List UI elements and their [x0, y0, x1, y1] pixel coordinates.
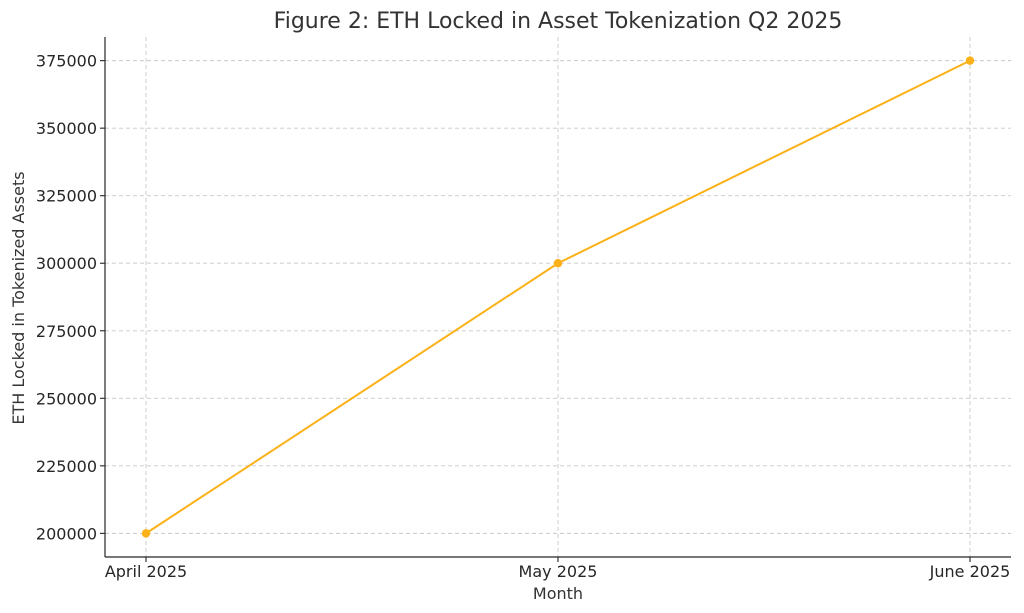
- y-tick-label: 325000: [36, 187, 97, 206]
- y-tick-label: 225000: [36, 457, 97, 476]
- x-tick-label: May 2025: [519, 562, 598, 581]
- y-tick-label: 300000: [36, 254, 97, 273]
- series-layer: [141, 56, 975, 538]
- axes: [100, 37, 1011, 562]
- tick-labels: 200000 225000 250000 275000 300000 325000 3500…: [36, 52, 1010, 581]
- x-tick-label: April 2025: [105, 562, 187, 581]
- gridlines: [105, 37, 1011, 557]
- chart-title: Figure 2: ETH Locked in Asset Tokenizati…: [274, 9, 843, 34]
- data-point: [965, 56, 975, 65]
- y-tick-label: 275000: [36, 322, 97, 341]
- x-tick-label: June 2025: [929, 562, 1011, 581]
- y-tick-label: 250000: [36, 389, 97, 408]
- data-point: [553, 259, 563, 268]
- x-axis-label: Month: [533, 584, 583, 603]
- y-tick-label: 375000: [36, 52, 97, 71]
- y-tick-label: 200000: [36, 524, 97, 543]
- y-axis-label: ETH Locked in Tokenized Assets: [9, 171, 28, 424]
- data-point: [141, 529, 151, 538]
- y-tick-label: 350000: [36, 119, 97, 138]
